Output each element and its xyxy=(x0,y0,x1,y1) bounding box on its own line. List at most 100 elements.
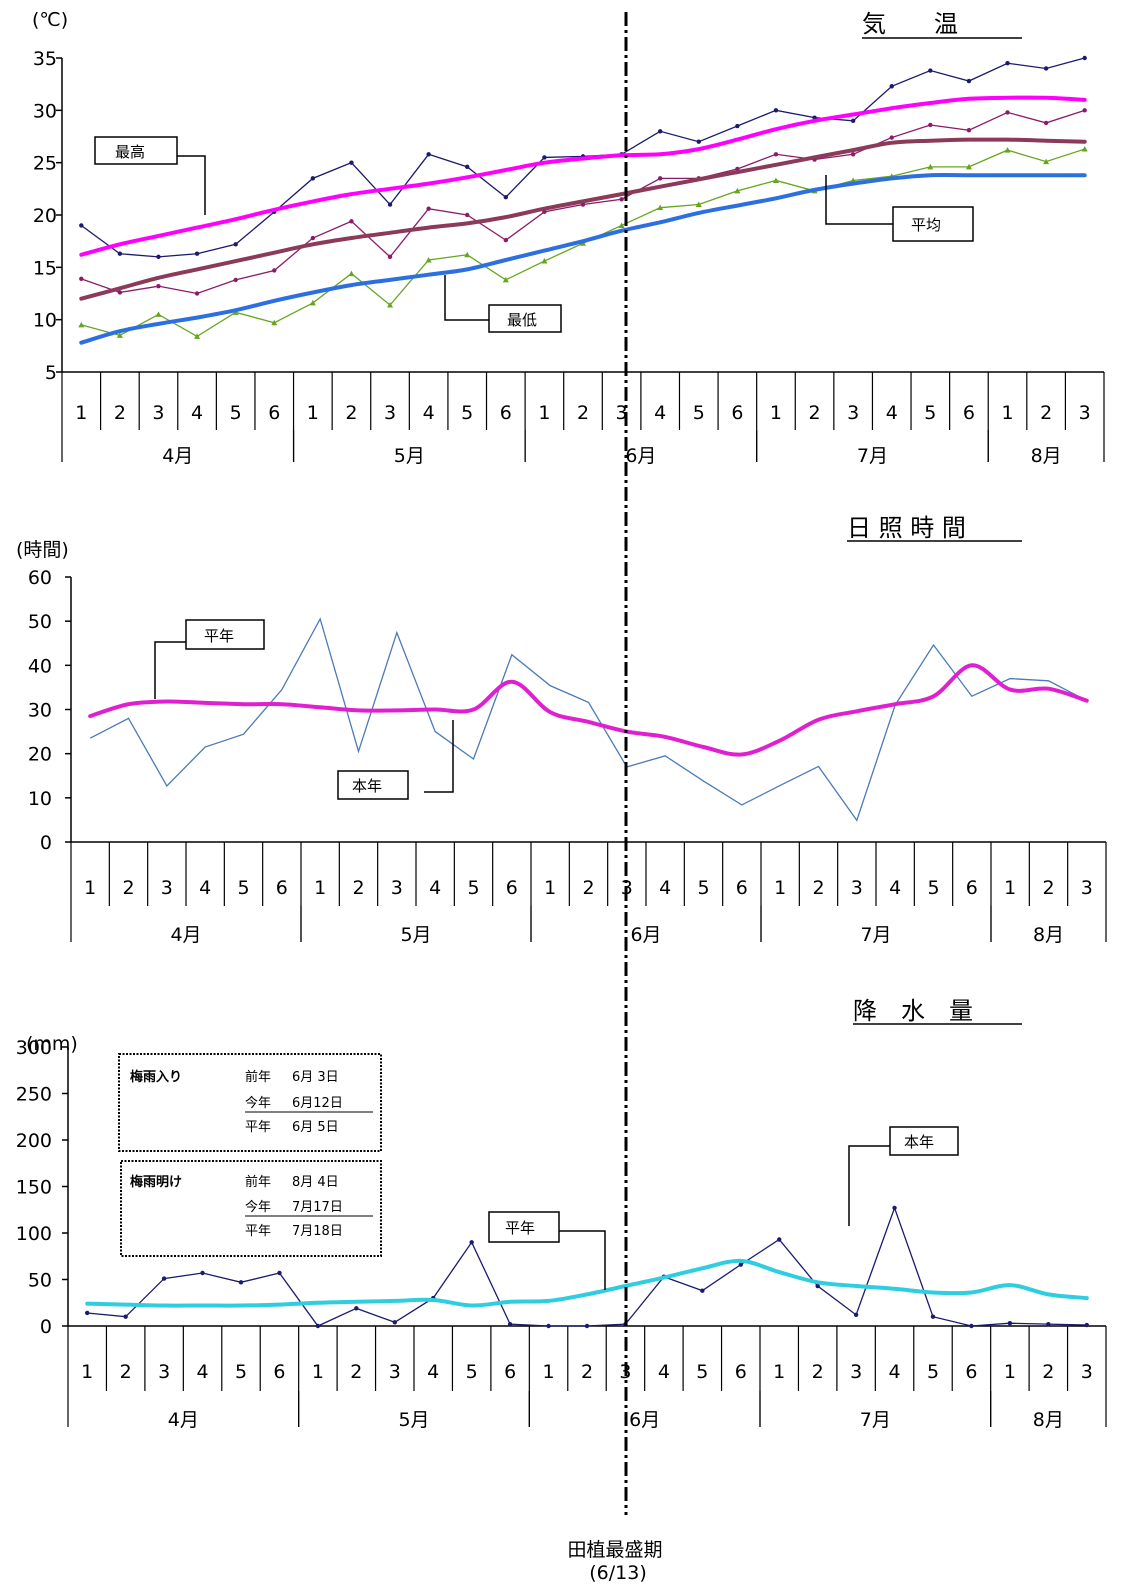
x-period-label: 4 xyxy=(427,1361,439,1383)
y-tick-label: 300 xyxy=(16,1037,52,1059)
x-period-label: 2 xyxy=(114,402,126,424)
data-point-mean_this_year xyxy=(928,122,933,128)
x-period-label: 3 xyxy=(1081,1361,1093,1383)
x-period-label: 4 xyxy=(429,877,441,899)
x-period-label: 6 xyxy=(963,402,975,424)
x-period-label: 5 xyxy=(927,877,939,899)
x-period-label: 5 xyxy=(230,402,242,424)
sunshine-thisyear-callout: 本年 xyxy=(337,720,454,800)
data-point-mean_this_year xyxy=(194,291,200,296)
x-month-label: 5月 xyxy=(398,1409,429,1431)
data-point-max_this_year xyxy=(349,160,354,165)
tsuyu-iri-row-v: 6月 5日 xyxy=(292,1120,339,1135)
data-point-max_this_year xyxy=(1005,61,1010,66)
x-period-label: 4 xyxy=(199,877,211,899)
y-tick-label: 200 xyxy=(16,1130,52,1152)
data-point-this_year xyxy=(700,1288,705,1293)
x-period-label: 4 xyxy=(889,877,901,899)
data-point-min_this_year xyxy=(695,201,702,208)
x-period-label: 1 xyxy=(307,402,319,424)
y-tick-label: 0 xyxy=(40,1316,52,1338)
tsuyu-iri-row-v: 6月12日 xyxy=(292,1096,343,1111)
x-period-label: 6 xyxy=(268,402,280,424)
x-period-label: 1 xyxy=(1004,877,1016,899)
data-point-mean_this_year xyxy=(619,197,624,202)
data-point-this_year xyxy=(123,1314,128,1319)
x-month-label: 7月 xyxy=(857,445,888,467)
precipitation-thisyear-callout: 本年 xyxy=(848,1126,959,1226)
data-point-this_year xyxy=(815,1283,820,1289)
data-point-min_this_year xyxy=(657,204,664,211)
x-month-label: 7月 xyxy=(860,924,891,946)
max-label: 最高 xyxy=(115,143,145,161)
data-point-this_year xyxy=(1084,1322,1089,1328)
x-month-label: 8月 xyxy=(1033,924,1064,946)
x-period-label: 6 xyxy=(966,877,978,899)
data-point-min_this_year xyxy=(965,163,972,170)
data-point-min_this_year xyxy=(772,177,779,183)
data-point-max_this_year xyxy=(1043,66,1049,71)
data-point-max_this_year xyxy=(850,118,856,124)
x-month-label: 6月 xyxy=(630,924,661,946)
data-point-this_year xyxy=(738,1262,743,1267)
data-point-max_this_year xyxy=(156,254,161,260)
y-tick-label: 25 xyxy=(33,153,57,175)
temperature-unit: (℃) xyxy=(32,9,68,31)
x-month-label: 4月 xyxy=(170,924,201,946)
data-point-min_this_year xyxy=(1004,147,1011,153)
x-period-label: 4 xyxy=(654,402,666,424)
x-period-label: 3 xyxy=(851,877,863,899)
x-period-label: 2 xyxy=(581,1361,593,1383)
x-period-label: 4 xyxy=(423,402,435,424)
data-point-mean_this_year xyxy=(889,135,894,140)
x-period-label: 2 xyxy=(812,877,824,899)
data-point-this_year xyxy=(85,1310,90,1316)
data-point-this_year xyxy=(315,1323,321,1329)
data-point-mean_this_year xyxy=(966,128,972,133)
x-period-label: 6 xyxy=(731,402,743,424)
x-period-label: 5 xyxy=(924,402,936,424)
x-period-label: 1 xyxy=(544,877,556,899)
x-period-label: 1 xyxy=(75,402,87,424)
x-period-label: 1 xyxy=(538,402,550,424)
y-tick-label: 10 xyxy=(28,788,52,810)
y-tick-label: 5 xyxy=(45,362,57,384)
y-tick-label: 150 xyxy=(16,1177,52,1199)
data-point-min_this_year xyxy=(618,222,625,228)
x-period-label: 2 xyxy=(809,402,821,424)
data-point-this_year xyxy=(892,1205,897,1211)
data-point-mean_this_year xyxy=(156,283,161,289)
mean-label: 平均 xyxy=(911,216,941,234)
data-point-mean_this_year xyxy=(1043,120,1049,126)
data-point-this_year xyxy=(1046,1321,1051,1327)
x-period-label: 4 xyxy=(191,402,203,424)
x-period-label: 3 xyxy=(389,1361,401,1383)
x-period-label: 6 xyxy=(500,402,512,424)
data-point-this_year xyxy=(277,1270,282,1276)
data-point-min_this_year xyxy=(1081,146,1088,152)
y-tick-label: 250 xyxy=(16,1084,52,1106)
data-point-this_year xyxy=(584,1323,590,1329)
precipitation-plot: 0 50 100 150 200 250 300 1 2 3 4 5 6 1 2 3 4 5 6 1 2 3 4 5 6 1 2 3 4… xyxy=(16,1037,1107,1431)
x-month-label: 6月 xyxy=(625,445,656,467)
x-month-label: 4月 xyxy=(168,1409,199,1431)
y-tick-label: 40 xyxy=(28,655,52,677)
tsuyu-iri-label: 梅雨入り xyxy=(130,1069,182,1085)
x-period-label: 4 xyxy=(889,1361,901,1383)
data-point-min_this_year xyxy=(1043,158,1050,165)
data-point-max_this_year xyxy=(117,251,123,256)
data-point-mean_this_year xyxy=(79,276,84,282)
x-period-label: 2 xyxy=(1040,402,1052,424)
x-period-label: 3 xyxy=(1079,402,1091,424)
y-tick-label: 30 xyxy=(33,100,57,122)
data-point-max_this_year xyxy=(79,223,84,228)
x-period-label: 5 xyxy=(466,1361,478,1383)
data-point-this_year xyxy=(354,1306,359,1311)
tsuyu-ake-row-k: 平年 xyxy=(245,1224,271,1239)
data-point-max_this_year xyxy=(503,195,509,200)
sunshine-normal-callout: 平年 xyxy=(154,619,265,699)
data-point-max_this_year xyxy=(465,164,470,170)
data-point-this_year xyxy=(507,1321,513,1327)
